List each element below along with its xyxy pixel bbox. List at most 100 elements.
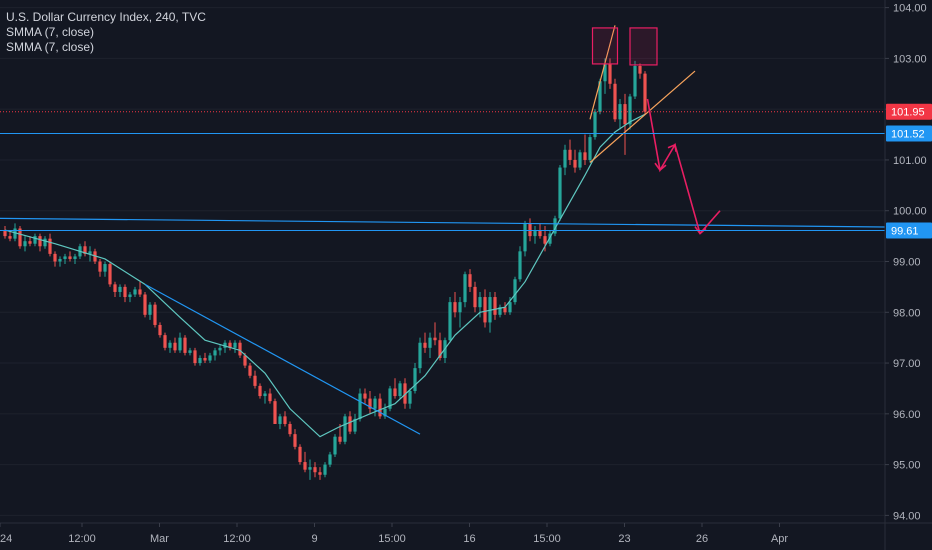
- wedge-upper-line[interactable]: [589, 25, 616, 120]
- candle-body: [308, 467, 312, 470]
- candle-body: [63, 256, 67, 259]
- candle-body: [188, 350, 192, 353]
- candle-body: [228, 342, 232, 348]
- candle-body: [353, 418, 357, 432]
- time-tick-label: 12:00: [68, 533, 96, 545]
- legend-title[interactable]: U.S. Dollar Currency Index, 240, TVC: [6, 10, 206, 24]
- candle-body: [223, 342, 227, 348]
- candle-body: [13, 228, 17, 239]
- candle-body: [28, 241, 32, 244]
- candle-body: [558, 167, 562, 219]
- candle-body: [158, 324, 162, 336]
- candle-body: [333, 436, 337, 455]
- top-box-left[interactable]: [591, 27, 619, 65]
- candle-body: [58, 258, 62, 262]
- drawings[interactable]: [0, 25, 886, 435]
- price-tick-label: 99.00: [893, 257, 921, 269]
- candle-body: [538, 231, 542, 237]
- candle-body: [623, 104, 627, 125]
- time-tick-label: 26: [696, 533, 708, 545]
- candle-body: [473, 286, 477, 308]
- time-tick-label: Apr: [771, 533, 788, 545]
- legend-study-2[interactable]: SMMA (7, close): [6, 40, 95, 54]
- candle-body: [48, 238, 52, 254]
- candle-body: [403, 383, 407, 404]
- candle-body: [323, 464, 327, 475]
- grid: [0, 7, 885, 516]
- candle-body: [593, 111, 597, 138]
- candle-body: [263, 393, 267, 397]
- candle-body: [38, 236, 42, 247]
- candle-body: [463, 274, 467, 303]
- candle-body: [578, 152, 582, 168]
- candle-body: [373, 398, 377, 409]
- candle-body: [138, 289, 142, 295]
- candle-body: [638, 66, 642, 74]
- smma-line: [4, 113, 646, 438]
- candle-body: [433, 337, 437, 341]
- candle-body: [313, 467, 317, 473]
- candle-body: [553, 218, 557, 234]
- time-tick-label: 15:00: [378, 533, 406, 545]
- candle-body: [438, 340, 442, 358]
- candle-body: [503, 307, 507, 313]
- candle-body: [383, 408, 387, 417]
- arrow-head[interactable]: [667, 143, 677, 152]
- candle-body: [358, 393, 362, 419]
- candle-body: [123, 286, 127, 298]
- candle-body: [378, 398, 382, 417]
- time-tick-label: 23: [618, 533, 630, 545]
- candle-body: [343, 416, 347, 442]
- candle-body: [238, 342, 242, 356]
- top-box-right[interactable]: [629, 27, 658, 66]
- candle-body: [118, 286, 122, 292]
- candle-body: [363, 393, 367, 399]
- price-tick-label: 94.00: [893, 510, 921, 522]
- projection-path[interactable]: [646, 98, 701, 234]
- candle-body: [243, 355, 247, 366]
- descending-trendline[interactable]: [144, 283, 421, 435]
- candle-body: [478, 297, 482, 308]
- candle-body: [528, 223, 532, 237]
- candle-body: [198, 357, 202, 364]
- candle-body: [288, 423, 292, 435]
- candle-body: [498, 307, 502, 315]
- price-label-box: [886, 222, 932, 239]
- candle-body: [43, 238, 47, 247]
- price-tick-label: 97.00: [893, 358, 921, 370]
- legend-study-1[interactable]: SMMA (7, close): [6, 25, 95, 39]
- horizontal-trendline[interactable]: [0, 217, 886, 228]
- candle-body: [643, 73, 647, 112]
- candle-body: [573, 159, 577, 168]
- time-axis[interactable]: 24 12:00 Mar 12:00 9 15:00 16 15:00 23 26 Apr: [0, 523, 788, 545]
- candle-body: [203, 357, 207, 361]
- price-tick-label: 100.00: [893, 206, 927, 218]
- candle-body: [468, 274, 472, 287]
- candle-body: [458, 302, 462, 313]
- candle-body: [268, 393, 272, 402]
- candle-body: [133, 289, 137, 295]
- candle-body: [603, 63, 607, 82]
- price-tick-label: 101.00: [893, 155, 927, 167]
- candle-body: [588, 137, 592, 160]
- arrow-tail[interactable]: [699, 210, 721, 235]
- candle-body: [293, 434, 297, 447]
- candle-body: [493, 297, 497, 315]
- price-label-text: 99.61: [891, 226, 919, 238]
- wedge-lower-line[interactable]: [589, 70, 696, 163]
- candle-body: [3, 231, 7, 237]
- price-label-text: 101.52: [891, 129, 925, 141]
- candle-body: [98, 261, 102, 272]
- candle-body: [368, 398, 372, 409]
- candle-body: [193, 350, 197, 364]
- price-label-box: [886, 125, 932, 142]
- candle-body: [183, 337, 187, 353]
- candle-body: [273, 401, 277, 424]
- candle-body: [598, 81, 602, 112]
- candle-body: [483, 297, 487, 323]
- candle-body: [153, 304, 157, 325]
- candle-body: [448, 302, 452, 341]
- arrow-head[interactable]: [654, 162, 667, 172]
- candle-body: [33, 236, 37, 244]
